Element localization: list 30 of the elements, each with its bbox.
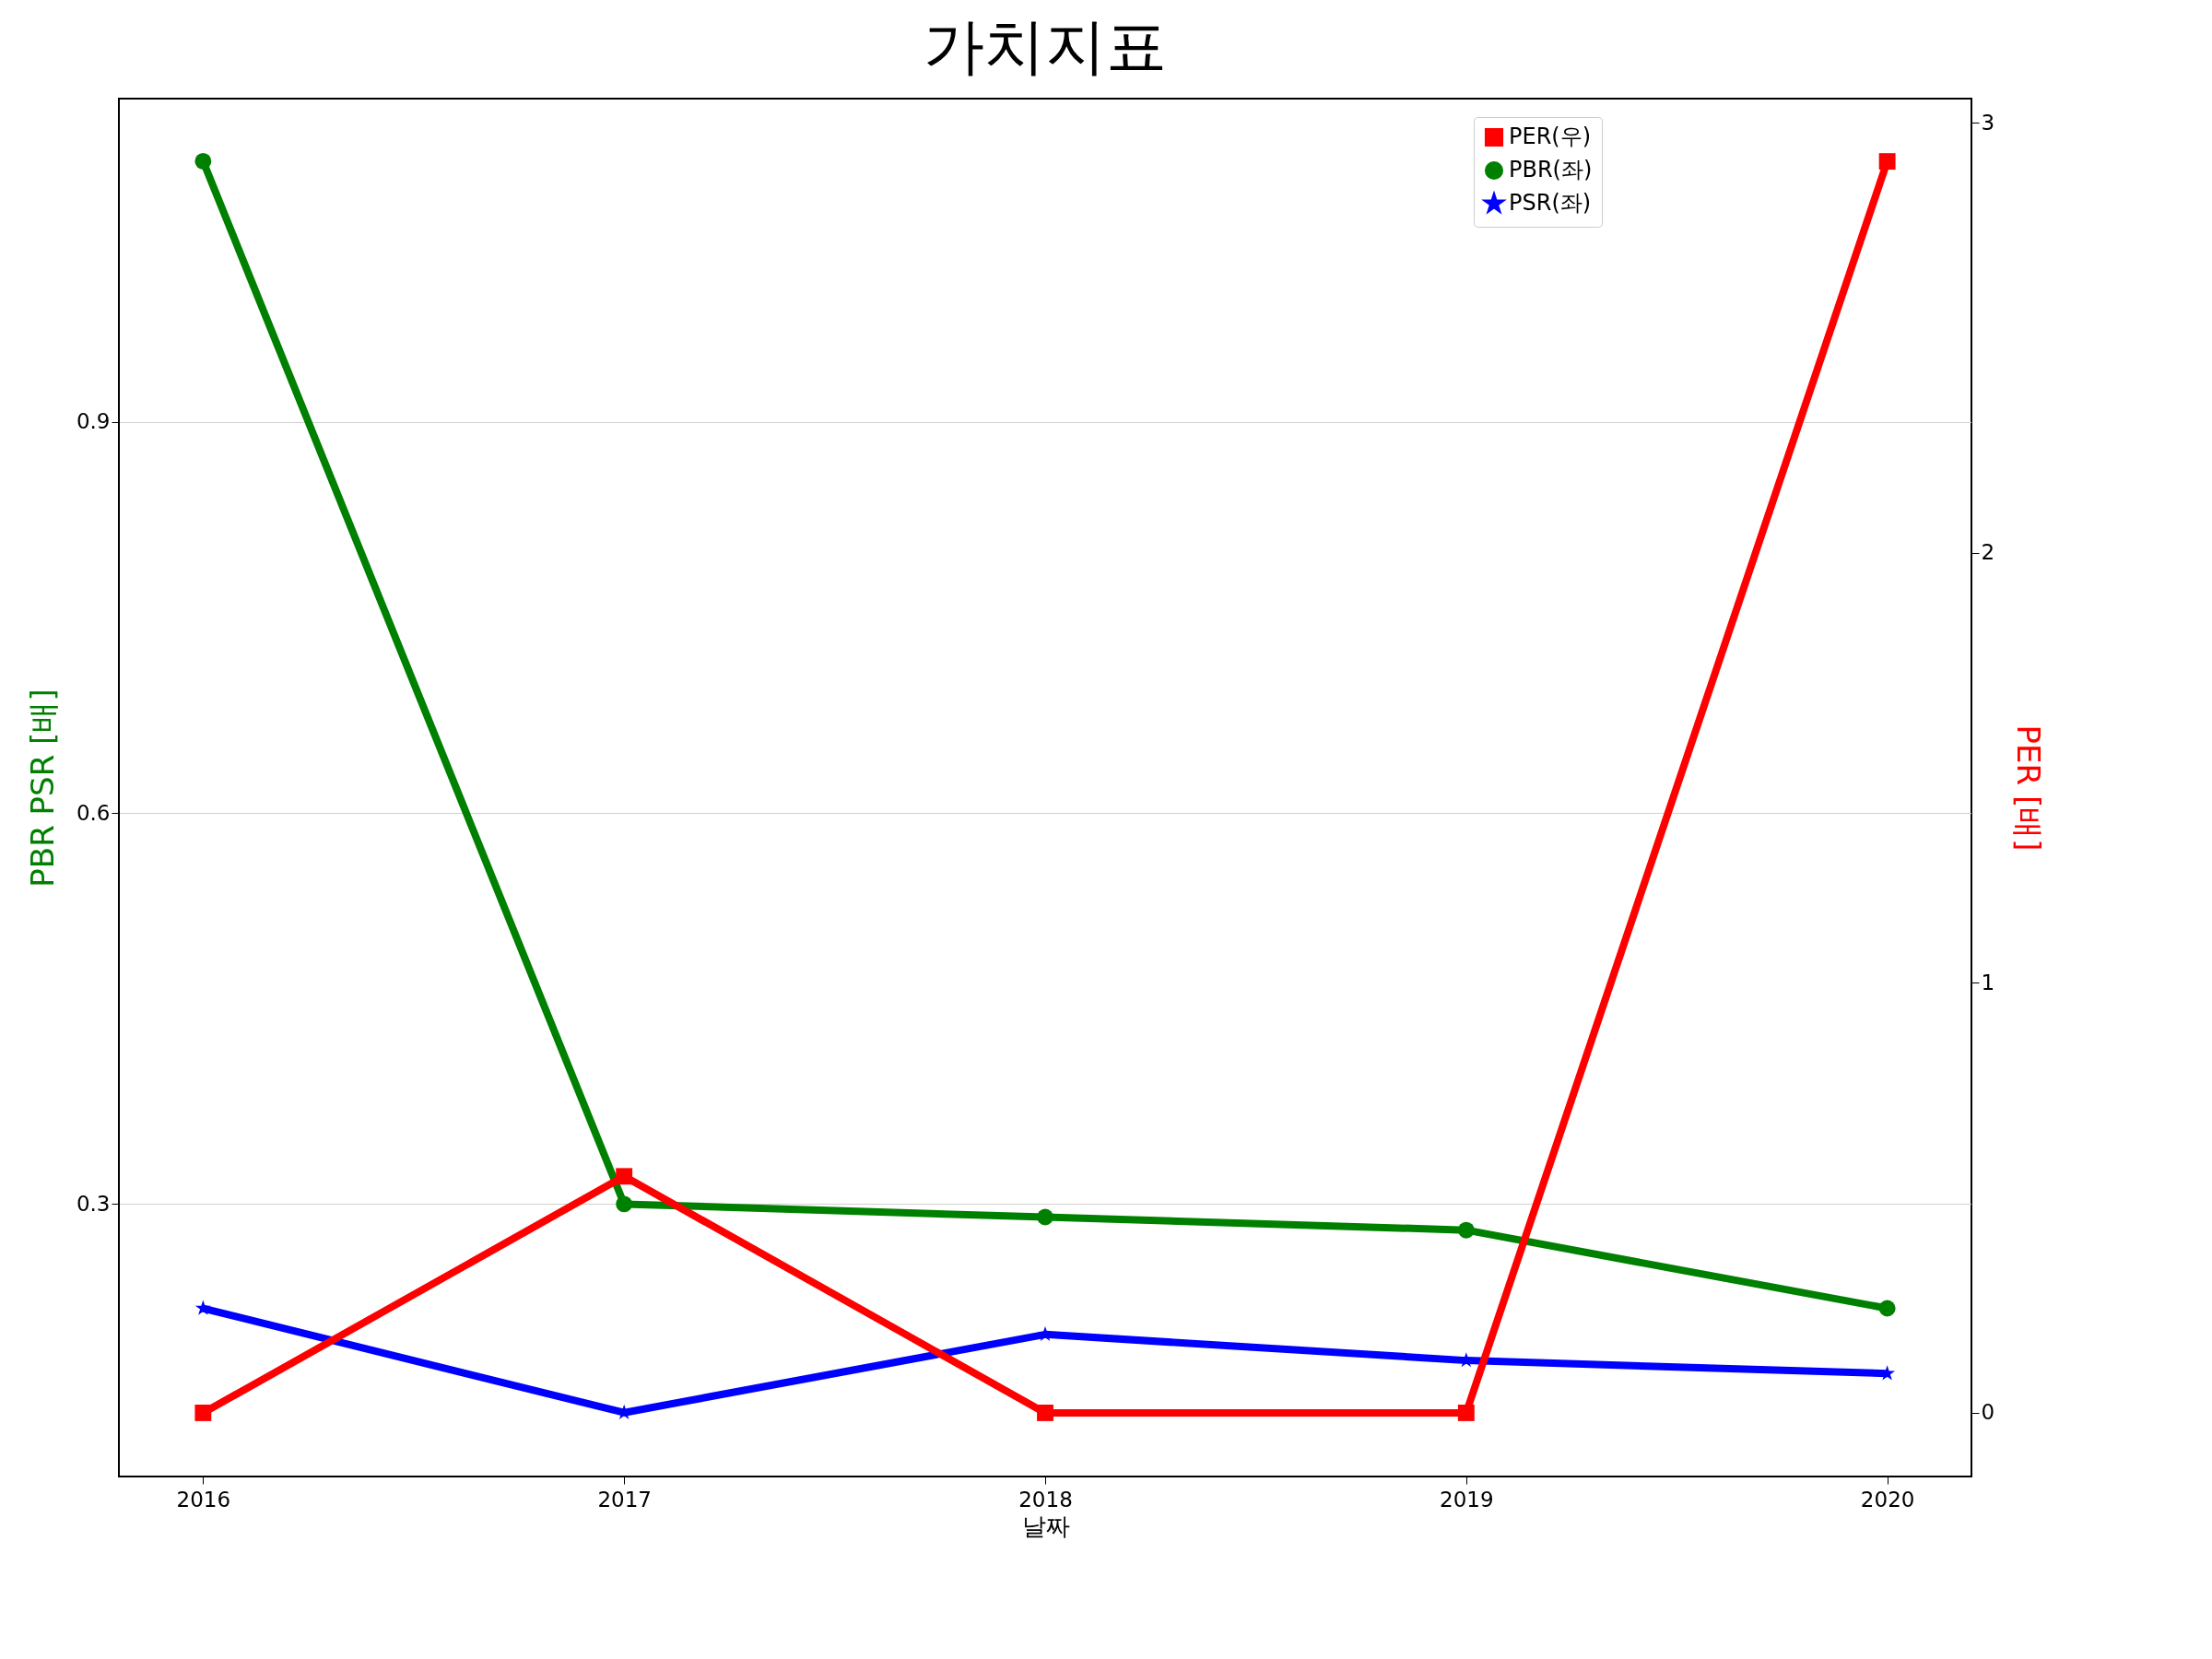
point <box>194 1405 212 1421</box>
chart-title: 가치지표 <box>924 11 1167 82</box>
x-tick-label: 2017 <box>597 1487 652 1512</box>
y-tick-label: 0.9 <box>76 409 111 434</box>
y2-tick-label: 0 <box>1981 1400 1995 1425</box>
point <box>194 1300 211 1315</box>
point <box>1878 153 1896 171</box>
y-axis-title: PBR PSR [배] <box>23 688 61 888</box>
x-tick-label: 2019 <box>1440 1487 1494 1512</box>
y2-tick-label: 3 <box>1981 110 1995 135</box>
point <box>1878 1300 1896 1317</box>
legend-label: PER(우) <box>1509 124 1592 149</box>
point <box>194 152 212 170</box>
x-tick-label: 2020 <box>1860 1487 1915 1512</box>
point <box>1037 1405 1053 1421</box>
y2-axis-title: PER [배] <box>2010 724 2048 852</box>
x-tick-label: 2016 <box>176 1487 231 1512</box>
point <box>616 1168 633 1185</box>
y2-tick-label: 2 <box>1981 540 1995 565</box>
y-tick-label: 0.3 <box>76 1191 111 1216</box>
y2-tick-label: 1 <box>1981 970 1995 994</box>
point <box>1037 1208 1053 1226</box>
y-tick-label: 0.6 <box>76 800 111 825</box>
point <box>1457 1221 1475 1239</box>
point <box>1457 1405 1475 1421</box>
point <box>616 1195 633 1213</box>
x-tick-label: 2018 <box>1018 1487 1073 1512</box>
x-axis-title: 날짜 <box>1021 1512 1070 1540</box>
legend-label: PBR(좌) <box>1509 157 1593 182</box>
legend-label: PSR(좌) <box>1509 190 1592 216</box>
